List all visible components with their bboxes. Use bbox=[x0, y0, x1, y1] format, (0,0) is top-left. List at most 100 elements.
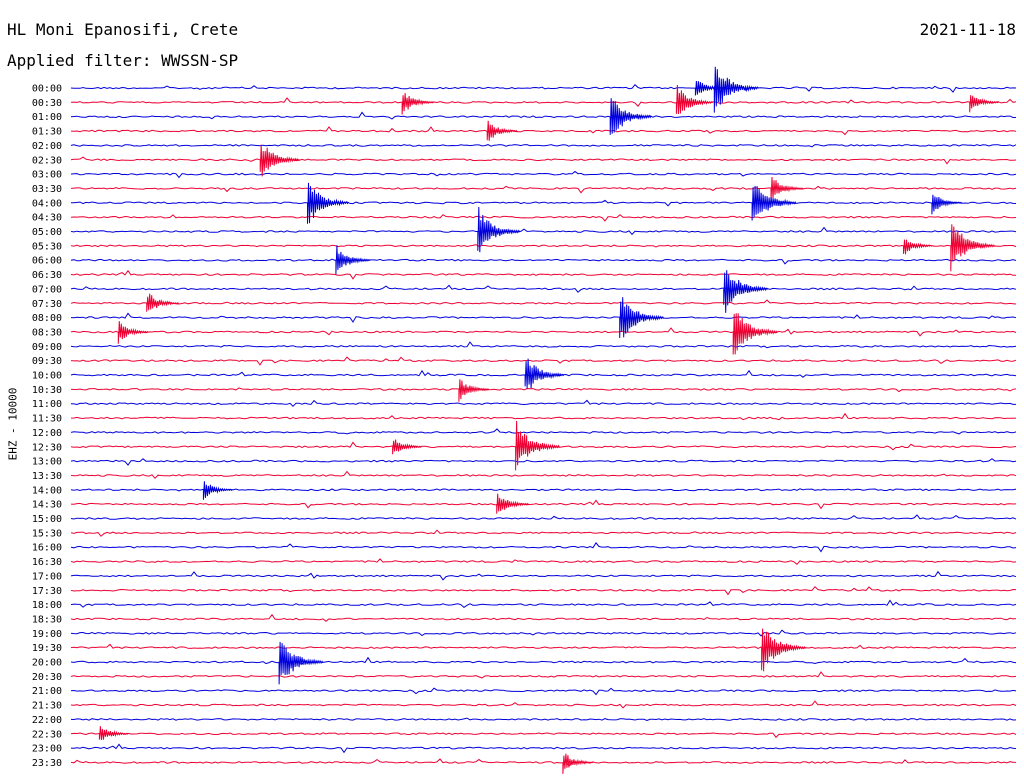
trace-line bbox=[70, 399, 1016, 408]
trace-line bbox=[70, 629, 1017, 637]
row-time-label: 07:30 bbox=[32, 299, 62, 310]
event-burst bbox=[98, 726, 129, 741]
trace-line bbox=[70, 599, 1017, 609]
row-time-label: 02:30 bbox=[32, 155, 62, 166]
event-burst bbox=[496, 493, 530, 514]
row-time-label: 19:00 bbox=[32, 629, 62, 640]
row-time-label: 02:00 bbox=[32, 141, 62, 152]
event-burst bbox=[524, 358, 565, 389]
row-time-label: 16:00 bbox=[32, 543, 62, 554]
event-burst bbox=[770, 176, 804, 202]
row-time-label: 01:00 bbox=[32, 112, 62, 123]
row-time-label: 00:30 bbox=[32, 98, 62, 109]
event-burst bbox=[477, 206, 521, 253]
row-time-label: 11:00 bbox=[32, 399, 62, 410]
trace-line bbox=[70, 570, 1017, 581]
event-burst bbox=[931, 194, 963, 215]
row-time-label: 14:00 bbox=[32, 485, 62, 496]
event-burst bbox=[761, 628, 807, 672]
trace-line bbox=[70, 327, 1017, 337]
event-burst bbox=[969, 95, 999, 113]
row-time-label: 13:00 bbox=[32, 457, 62, 468]
row-time-label: 05:00 bbox=[32, 227, 62, 238]
row-time-label: 04:30 bbox=[32, 213, 62, 224]
event-burst bbox=[713, 66, 759, 113]
row-time-label: 00:00 bbox=[32, 84, 62, 95]
row-time-label: 06:30 bbox=[32, 270, 62, 281]
row-time-label: 20:30 bbox=[32, 672, 62, 683]
row-time-label: 17:00 bbox=[32, 571, 62, 582]
trace-line bbox=[70, 671, 1017, 679]
trace-line bbox=[70, 244, 1017, 248]
row-time-label: 13:30 bbox=[32, 471, 62, 482]
trace-line bbox=[70, 732, 1017, 739]
trace-line bbox=[70, 269, 1016, 280]
trace-line bbox=[70, 743, 1017, 754]
row-time-label: 22:00 bbox=[32, 715, 62, 726]
row-time-label: 03:00 bbox=[32, 170, 62, 181]
event-burst bbox=[609, 98, 652, 135]
row-time-label: 01:30 bbox=[32, 127, 62, 138]
row-time-label: 19:30 bbox=[32, 643, 62, 654]
trace-line bbox=[70, 387, 1017, 393]
row-time-label: 12:30 bbox=[32, 442, 62, 453]
row-time-label: 12:00 bbox=[32, 428, 62, 439]
event-burst bbox=[458, 379, 490, 402]
row-time-label: 03:30 bbox=[32, 184, 62, 195]
trace-rows: 00:00 00:30 01:00 01:30 02:00 02:30 03:00 03:30… bbox=[32, 66, 1017, 774]
trace-line bbox=[70, 412, 1017, 421]
trace-line bbox=[70, 514, 1017, 520]
event-burst bbox=[146, 293, 179, 312]
trace-line bbox=[70, 428, 1017, 435]
trace-line bbox=[70, 156, 1017, 165]
event-burst bbox=[117, 321, 149, 344]
row-time-label: 15:30 bbox=[32, 528, 62, 539]
row-time-label: 20:00 bbox=[32, 658, 62, 669]
event-burst bbox=[401, 93, 435, 115]
trace-line bbox=[70, 458, 1017, 466]
row-time-label: 08:00 bbox=[32, 313, 62, 324]
event-burst bbox=[675, 84, 713, 115]
row-time-label: 11:30 bbox=[32, 414, 62, 425]
event-burst bbox=[751, 185, 797, 221]
trace-line bbox=[70, 214, 1017, 222]
row-time-label: 23:30 bbox=[32, 758, 62, 769]
trace-line bbox=[70, 226, 1017, 236]
trace-line bbox=[70, 111, 1016, 120]
trace-line bbox=[70, 83, 1017, 93]
trace-line bbox=[70, 312, 1017, 323]
trace-line bbox=[70, 585, 1017, 596]
trace-line bbox=[70, 687, 1017, 696]
event-burst bbox=[903, 239, 933, 255]
trace-line bbox=[70, 700, 1017, 709]
trace-line bbox=[71, 199, 1017, 207]
event-burst bbox=[392, 439, 422, 455]
row-time-label: 08:30 bbox=[32, 327, 62, 338]
row-time-label: 10:00 bbox=[32, 371, 62, 382]
trace-line bbox=[70, 299, 1017, 305]
row-time-label: 14:30 bbox=[32, 500, 62, 511]
event-burst bbox=[202, 481, 233, 500]
trace-line bbox=[70, 542, 1017, 553]
event-burst bbox=[259, 144, 300, 177]
trace-line bbox=[70, 499, 1017, 510]
row-time-label: 15:00 bbox=[32, 514, 62, 525]
row-time-label: 23:00 bbox=[32, 744, 62, 755]
row-time-label: 18:00 bbox=[32, 600, 62, 611]
trace-line bbox=[70, 529, 1017, 537]
row-time-label: 04:00 bbox=[32, 198, 62, 209]
row-time-label: 18:30 bbox=[32, 614, 62, 625]
trace-line bbox=[70, 643, 1017, 649]
trace-line bbox=[70, 97, 1017, 107]
trace-line bbox=[70, 185, 1017, 194]
row-time-label: 21:00 bbox=[32, 686, 62, 697]
trace-line bbox=[70, 613, 1017, 622]
row-time-label: 21:30 bbox=[32, 701, 62, 712]
event-burst bbox=[562, 753, 594, 774]
event-burst bbox=[307, 182, 349, 224]
row-time-label: 16:30 bbox=[32, 557, 62, 568]
event-burst bbox=[723, 270, 769, 313]
trace-line bbox=[70, 356, 1017, 366]
filter-label: Applied filter: WWSSN-SP bbox=[7, 51, 239, 70]
